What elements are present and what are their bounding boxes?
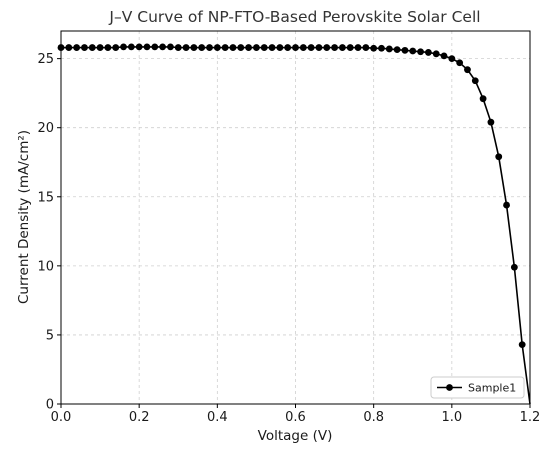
data-point — [198, 44, 206, 51]
data-point — [112, 44, 120, 51]
data-point — [120, 43, 127, 51]
x-tick-label: 0.4 — [207, 410, 228, 425]
data-point — [346, 44, 354, 51]
data-point — [479, 95, 487, 103]
data-point — [448, 55, 456, 63]
data-point — [417, 48, 424, 56]
data-point — [464, 66, 471, 74]
y-tick-label: 25 — [37, 52, 54, 67]
data-point — [385, 45, 393, 53]
x-axis-label: Voltage (V) — [258, 428, 333, 444]
data-point — [331, 44, 338, 51]
x-tick-label: 1.2 — [520, 410, 541, 425]
y-tick-label: 15 — [37, 190, 54, 205]
data-point — [253, 44, 260, 51]
data-point — [151, 43, 159, 51]
data-point — [284, 44, 292, 51]
data-point — [495, 153, 503, 161]
y-tick-label: 20 — [37, 121, 54, 136]
data-point — [401, 46, 409, 54]
data-point — [167, 43, 174, 51]
data-point — [221, 44, 229, 51]
data-point — [339, 44, 346, 51]
data-point — [213, 44, 221, 51]
axis-ticks: 0.0 0.2 0.4 0.6 0.8 1.0 1.2 0 5 10 15 20 25 — [37, 52, 540, 425]
data-point — [182, 44, 190, 51]
data-point — [57, 44, 65, 51]
y-tick-label: 0 — [46, 398, 54, 413]
data-point — [174, 44, 182, 51]
data-point — [354, 44, 362, 51]
data-point — [409, 47, 417, 55]
data-point — [104, 44, 112, 51]
data-point — [96, 44, 104, 51]
x-tick-label: 0.8 — [363, 410, 384, 425]
data-point — [315, 44, 323, 51]
x-tick-label: 0.2 — [129, 410, 150, 425]
data-point — [292, 44, 299, 51]
data-point — [362, 44, 370, 51]
data-point — [456, 59, 464, 67]
x-tick-label: 0.0 — [51, 410, 72, 425]
x-tick-label: 0.6 — [285, 410, 306, 425]
y-tick-label: 10 — [37, 259, 54, 274]
data-point — [143, 43, 151, 51]
data-point — [159, 43, 167, 51]
data-point — [440, 52, 448, 60]
grid-lines — [60, 31, 531, 405]
data-point — [276, 44, 284, 51]
data-point — [307, 44, 315, 51]
data-point — [88, 44, 96, 51]
data-point — [73, 44, 81, 51]
data-point — [432, 50, 440, 58]
legend-label-sample1: Sample1 — [468, 382, 516, 395]
data-point — [299, 44, 307, 51]
legend-box — [430, 376, 525, 399]
data-point — [260, 44, 268, 51]
y-tick-label: 5 — [46, 328, 54, 343]
data-point — [471, 77, 479, 85]
data-point — [510, 263, 518, 271]
data-point — [370, 44, 378, 52]
data-point — [424, 49, 432, 56]
data-point — [237, 44, 245, 51]
data-point — [229, 44, 237, 51]
data-point — [378, 44, 385, 52]
y-axis-label: Current Density (mA/cm²) — [16, 130, 32, 304]
data-point — [268, 44, 276, 51]
chart-title: J–V Curve of NP-FTO-Based Perovskite Sol… — [108, 8, 480, 26]
data-point — [503, 201, 510, 209]
data-point — [518, 341, 526, 348]
data-point — [487, 118, 495, 126]
data-point — [127, 43, 135, 51]
data-point — [245, 44, 253, 51]
x-tick-label: 1.0 — [441, 410, 462, 425]
legend: Sample1 — [430, 376, 525, 399]
data-point — [81, 44, 88, 51]
data-point — [190, 44, 198, 51]
data-point — [135, 43, 143, 51]
data-point — [393, 46, 401, 54]
legend-marker-sample1 — [446, 384, 453, 391]
series-markers-sample1 — [57, 43, 526, 348]
data-point — [323, 44, 331, 51]
data-point — [206, 44, 213, 51]
data-point — [65, 44, 73, 51]
